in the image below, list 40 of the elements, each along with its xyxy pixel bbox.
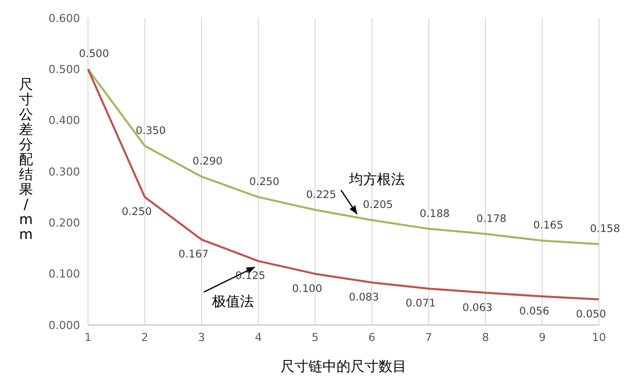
data-label: 0.158 [590,223,620,236]
data-label: 0.100 [292,282,322,295]
data-label: 0.188 [420,208,450,220]
data-label: 0.056 [519,305,550,318]
y-tick-label: 0.400 [48,114,80,128]
y-tick-label: 0.600 [48,12,80,25]
y-tick-label: 0.000 [48,318,80,332]
x-tick-label: 4 [254,330,262,344]
y-tick-label: 0.200 [48,216,80,230]
text: 尺寸公差分配结果/mm [19,77,33,243]
x-tick-label: 2 [141,330,148,344]
x-tick-label: 3 [198,330,206,344]
data-label: 0.125 [235,270,266,282]
data-label: 0.063 [462,302,492,314]
data-label: 0.205 [362,199,393,212]
data-label: 0.290 [192,156,223,168]
data-label: 0.178 [476,212,506,225]
x-tick-label: 6 [368,330,376,344]
data-label: 0.071 [406,298,436,310]
x-axis-title: 尺寸链中的尺寸数目 [280,359,406,375]
x-tick-label: 1 [84,330,92,344]
data-label: 0.500 [78,48,110,60]
data-label: 0.165 [533,220,564,232]
data-label: 0.250 [122,206,152,218]
x-tick-label: 5 [312,330,319,344]
y-tick-label: 0.300 [48,165,80,178]
x-tick-label: 8 [482,330,489,344]
data-label: 0.167 [178,248,209,261]
data-label: 0.083 [348,292,379,304]
data-label: 0.225 [306,188,336,201]
x-tick-label: 7 [425,330,432,344]
text: 极值法 [210,294,254,310]
series-label: 均方根法 [348,172,406,188]
x-tick-label: 9 [538,330,546,344]
data-label: 0.250 [249,176,280,188]
x-tick-label: 10 [592,330,606,344]
y-tick-label: 0.100 [48,268,80,281]
data-label: 0.350 [136,124,166,137]
data-label: 0.050 [576,308,606,320]
y-tick-label: 0.500 [48,63,80,76]
